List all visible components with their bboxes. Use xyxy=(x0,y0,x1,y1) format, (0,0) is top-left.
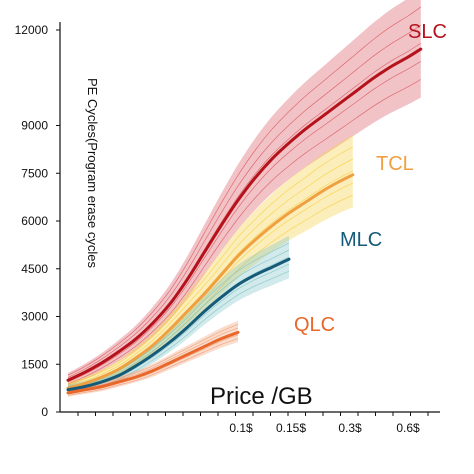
band-strand-tcl xyxy=(67,158,353,387)
band-strand-mlc xyxy=(67,249,290,389)
axes xyxy=(56,22,440,416)
y-tick-label: 9000 xyxy=(21,119,48,133)
band-strand-tcl xyxy=(67,182,353,390)
y-tick-label: 12000 xyxy=(15,23,49,37)
x-tick-labels: 0.1$ 0.15$ 0.3$ 0.6$ xyxy=(229,421,420,435)
x-tick-label: 0.3$ xyxy=(338,421,362,435)
band-strand-tcl xyxy=(67,146,353,385)
band-strand-slc xyxy=(67,24,421,378)
band-strand-slc xyxy=(67,79,421,385)
y-tick-labels: 0 1500 3000 4500 6000 7500 9000 12000 xyxy=(15,23,49,419)
y-tick-label: 7500 xyxy=(21,166,48,180)
series-bands xyxy=(67,0,421,397)
series-label-mlc: MLC xyxy=(340,229,382,251)
series-line-slc xyxy=(66,47,423,382)
y-tick-label: 3000 xyxy=(21,310,48,324)
y-tick-label: 4500 xyxy=(21,262,48,276)
x-tick-label: 0.6$ xyxy=(396,421,420,435)
band-strand-qlc xyxy=(67,327,239,392)
y-tick-label: 6000 xyxy=(21,214,48,228)
series-label-tcl: TCL xyxy=(376,153,414,175)
series-lines xyxy=(66,47,423,395)
band-strand-slc xyxy=(67,6,421,376)
y-tick-label: 0 xyxy=(41,405,48,419)
series-labels: SLC TCL MLC QLC xyxy=(294,21,447,336)
y-axis-title: PE Cycles(Program erase cycles xyxy=(85,78,100,268)
x-axis-title: Price /GB xyxy=(210,383,313,410)
x-tick-label: 0.15$ xyxy=(276,421,306,435)
band-strand-qlc xyxy=(67,338,239,396)
series-label-qlc: QLC xyxy=(294,314,335,336)
series-line-mlc xyxy=(66,257,291,392)
series-line-tcl xyxy=(66,173,355,390)
series-line-qlc xyxy=(66,330,240,395)
band-strand-slc xyxy=(67,61,421,383)
series-label-slc: SLC xyxy=(408,21,447,43)
x-tick-label: 0.1$ xyxy=(229,421,253,435)
band-mlc xyxy=(68,235,289,395)
band-tcl xyxy=(68,134,353,394)
y-tick-label: 1500 xyxy=(21,357,48,371)
